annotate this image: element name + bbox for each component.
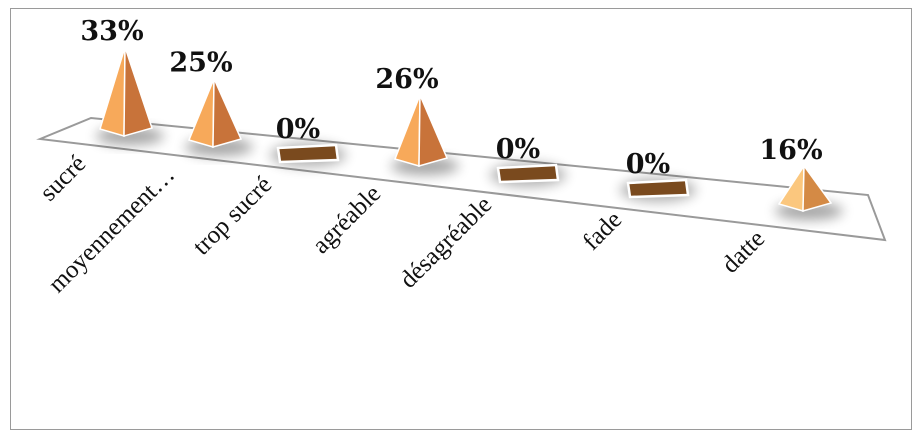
tick-label-datte: datte [717,225,770,278]
bar-moyennement [187,78,243,148]
data-label-sucre: 33% [80,16,143,47]
marks-layer [99,46,833,213]
bar-face-left-moyennement [187,78,215,148]
bar-desagreable [496,163,560,184]
labels-layer: 33% 25% 0% 26% 0% 0% 16% [80,16,822,180]
bar-face-right-datte [802,163,833,213]
bar-face-left-sucre [99,46,126,137]
bar-face-right-sucre [123,46,153,137]
bar-fade [626,178,690,199]
bar-agreable [394,94,449,167]
bar-face-right-agreable [418,94,449,167]
tick-label-agreable: agréable [307,180,386,259]
bar-trop-sucre [276,143,340,164]
tick-label-fade: fade [578,206,628,256]
bar-face-right-moyennement [212,78,243,148]
tick-label-desagreable: désagréable [395,191,498,294]
data-label-trop-sucre: 0% [276,114,320,145]
data-label-desagreable: 0% [496,134,540,165]
tick-label-trop-sucre: trop sucré [188,171,277,260]
data-label-fade: 0% [626,149,670,180]
tick-label-sucre: sucré [35,150,91,206]
bar-face-left-agreable [394,94,421,167]
data-label-moyennement: 25% [169,48,232,79]
bar-datte [777,163,833,213]
data-label-datte: 16% [759,135,822,166]
data-label-agreable: 26% [375,64,438,95]
bar-sucre [99,46,153,137]
